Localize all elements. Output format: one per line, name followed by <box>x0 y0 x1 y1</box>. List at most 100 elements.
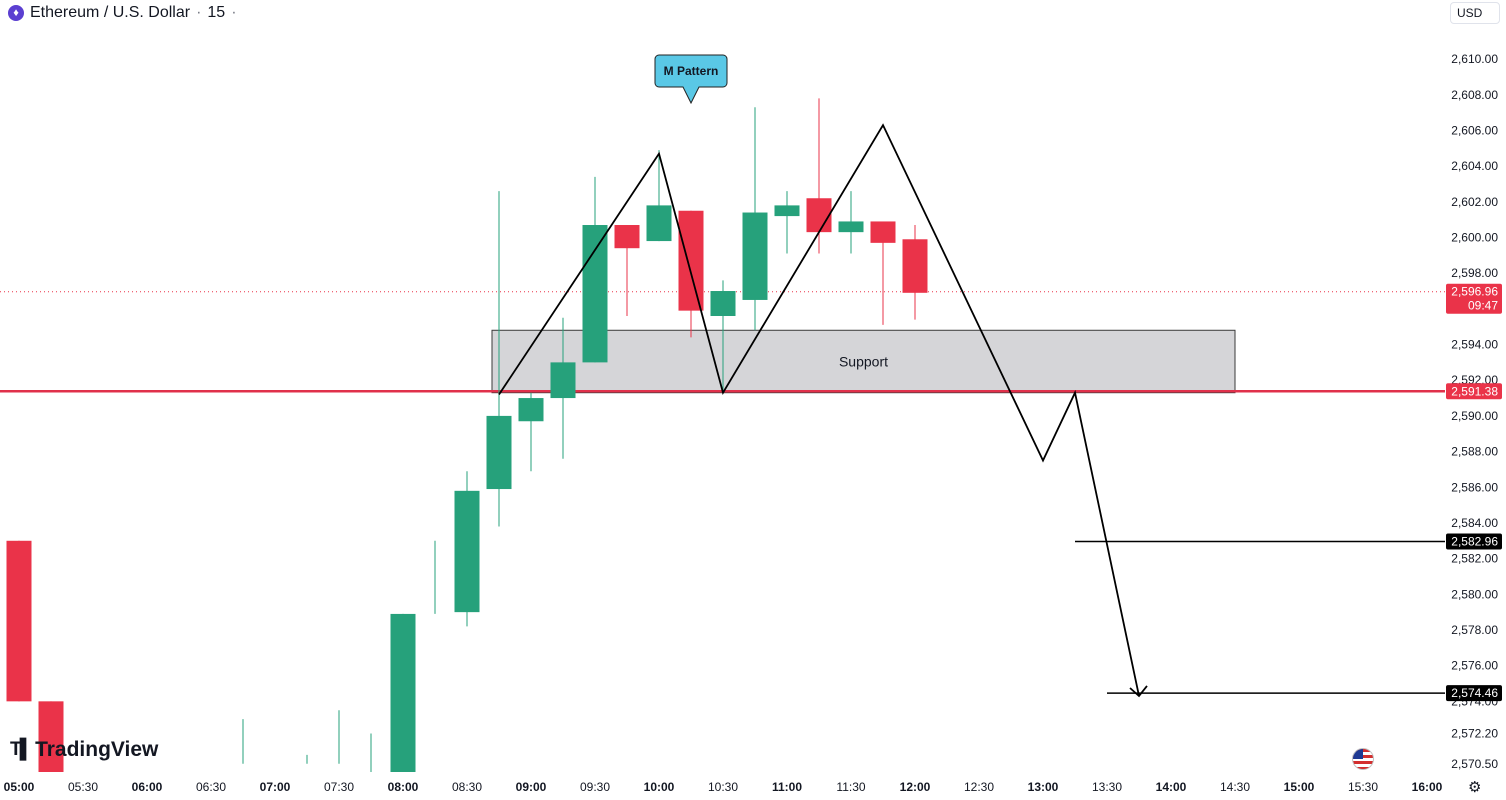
header-separator: · <box>196 4 202 21</box>
x-tick-label: 05:30 <box>68 780 98 794</box>
y-tick-label: 2,600.00 <box>1451 231 1498 245</box>
interval-label[interactable]: 15 <box>207 4 226 21</box>
y-tick-label: 2,608.00 <box>1451 88 1498 102</box>
candle-body <box>38 701 64 772</box>
candle[interactable] <box>38 701 64 772</box>
candle[interactable] <box>774 191 800 254</box>
m-pattern-arrowhead <box>1129 685 1148 698</box>
target-2-price-tag[interactable]: 2,574.46 <box>1446 685 1502 702</box>
candle[interactable] <box>710 280 736 391</box>
m-pattern-path[interactable] <box>498 123 1140 697</box>
target-2-price-tag-text: 2,574.46 <box>1451 686 1498 700</box>
candle[interactable] <box>582 176 608 363</box>
target-1-price-tag-bg <box>1446 533 1502 550</box>
x-tick-label: 14:30 <box>1220 780 1250 794</box>
resistance-price-tag[interactable]: 2,591.38 <box>1446 383 1502 400</box>
current-price-tag-bg <box>1446 283 1502 314</box>
y-tick-label: 2,594.00 <box>1451 338 1498 352</box>
candle-body <box>806 198 832 233</box>
candle-body <box>6 540 32 702</box>
candle-body <box>742 212 768 300</box>
ethereum-icon: ♦ <box>8 5 24 21</box>
candle[interactable] <box>838 191 864 254</box>
y-tick-label: 2,582.00 <box>1451 552 1498 566</box>
candle[interactable] <box>870 221 896 325</box>
candle-body <box>710 291 736 316</box>
support-zone[interactable] <box>491 329 1236 394</box>
y-tick-label: 2,572.20 <box>1451 726 1498 740</box>
currency-button[interactable]: USD <box>1450 2 1500 24</box>
candle[interactable] <box>454 471 480 627</box>
candle-body <box>582 225 608 363</box>
candle-body <box>646 205 672 242</box>
x-tick-label: 09:00 <box>516 780 547 794</box>
symbol-name[interactable]: Ethereum / U.S. Dollar <box>30 4 191 21</box>
x-tick-label: 06:30 <box>196 780 226 794</box>
support-zone-label: Support <box>839 353 888 369</box>
x-tick-label: 10:30 <box>708 780 738 794</box>
y-tick-label: 2,584.00 <box>1451 516 1498 530</box>
y-tick-label: 2,590.00 <box>1451 409 1498 423</box>
candle[interactable] <box>390 613 416 772</box>
candle[interactable] <box>902 225 928 320</box>
current-price-tag-text: 09:47 <box>1468 299 1498 313</box>
candle[interactable] <box>614 225 640 316</box>
x-tick-label: 07:00 <box>260 780 291 794</box>
y-tick-label: 2,580.00 <box>1451 587 1498 601</box>
candle-body <box>838 221 864 233</box>
x-tick-label: 06:00 <box>132 780 163 794</box>
header-separator-2: · <box>231 4 237 21</box>
y-tick-label: 2,576.00 <box>1451 659 1498 673</box>
x-tick-label: 08:00 <box>388 780 419 794</box>
target-1-price-tag[interactable]: 2,582.96 <box>1446 533 1502 550</box>
y-tick-label: 2,578.00 <box>1451 623 1498 637</box>
x-tick-label: 07:30 <box>324 780 354 794</box>
chart-header: ♦ Ethereum / U.S. Dollar · 15 · <box>8 3 237 23</box>
candle[interactable] <box>550 317 576 459</box>
target-2-price-tag-bg <box>1446 685 1502 702</box>
x-tick-label: 15:00 <box>1284 780 1315 794</box>
x-tick-label: 08:30 <box>452 780 482 794</box>
x-tick-label: 11:30 <box>836 780 865 794</box>
candle-body <box>454 490 480 613</box>
tradingview-mark-icon: T▌ <box>10 739 33 760</box>
m-pattern-callout[interactable] <box>654 54 728 105</box>
candle-body <box>614 225 640 249</box>
currency-label: USD <box>1457 6 1483 20</box>
candle[interactable] <box>518 392 544 472</box>
x-tick-label: 15:30 <box>1348 780 1378 794</box>
tradingview-logo-text: TradingView <box>35 738 159 761</box>
x-tick-label: 10:00 <box>644 780 675 794</box>
y-tick-label: 2,610.00 <box>1451 52 1498 66</box>
settings-gear-icon[interactable]: ⚙ <box>1468 779 1482 796</box>
candle[interactable] <box>6 540 32 702</box>
tradingview-logo[interactable]: T▌ TradingView <box>10 738 158 762</box>
candle-body <box>486 415 512 490</box>
y-tick-label: 2,588.00 <box>1451 445 1498 459</box>
resistance-price-tag-text: 2,591.38 <box>1451 384 1498 398</box>
x-tick-label: 13:30 <box>1092 780 1122 794</box>
candle[interactable] <box>742 107 768 331</box>
candle[interactable] <box>806 98 832 254</box>
us-flag-icon[interactable] <box>1352 748 1374 770</box>
candle-body <box>550 362 576 399</box>
candle-body <box>390 613 416 772</box>
y-tick-label: 2,570.50 <box>1451 757 1498 771</box>
y-tick-label: 2,604.00 <box>1451 159 1498 173</box>
y-tick-label: 2,598.00 <box>1451 266 1498 280</box>
y-tick-label: 2,606.00 <box>1451 123 1498 137</box>
y-tick-label: 2,586.00 <box>1451 480 1498 494</box>
target-1-price-tag-text: 2,582.96 <box>1451 534 1498 548</box>
candle-body <box>518 398 544 422</box>
candle-body <box>774 205 800 217</box>
candle-body <box>902 239 928 293</box>
x-tick-label: 12:00 <box>900 780 931 794</box>
candle-body <box>870 221 896 243</box>
candle[interactable] <box>486 191 512 527</box>
x-tick-label: 16:00 <box>1412 780 1443 794</box>
x-tick-label: 14:00 <box>1156 780 1187 794</box>
x-tick-label: 05:00 <box>4 780 35 794</box>
candle[interactable] <box>646 150 672 242</box>
